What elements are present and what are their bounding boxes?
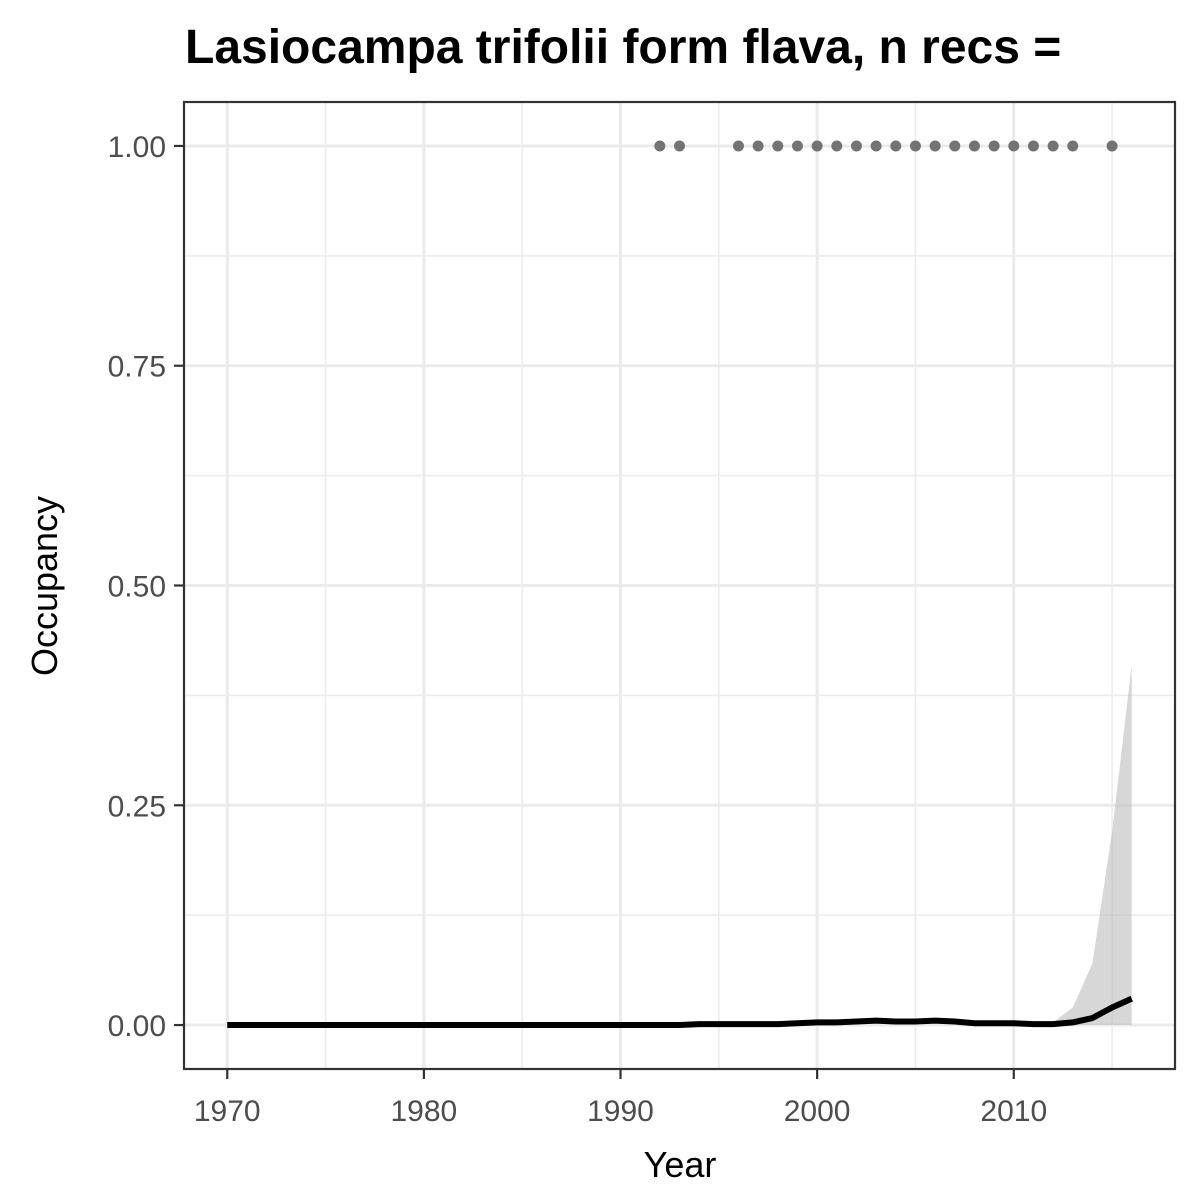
record-point [988, 140, 1000, 152]
record-point [1106, 140, 1118, 152]
y-tick-labels: 0.00 0.25 0.50 0.75 1.00 [108, 131, 166, 1043]
x-tick-label: 1980 [391, 1095, 458, 1128]
record-point [968, 140, 980, 152]
record-point [870, 140, 882, 152]
record-point [929, 140, 941, 152]
record-points-layer [654, 140, 1118, 152]
y-axis-title: Occupancy [24, 496, 65, 676]
record-point [890, 140, 902, 152]
record-point [752, 140, 764, 152]
record-point [654, 140, 666, 152]
record-point [772, 140, 784, 152]
y-tick-label: 0.50 [108, 571, 166, 604]
y-tick-label: 1.00 [108, 131, 166, 164]
record-point [831, 140, 843, 152]
record-point [1047, 140, 1059, 152]
record-point [732, 140, 744, 152]
confidence-ribbon [1053, 664, 1132, 1026]
record-point [949, 140, 961, 152]
record-point [1027, 140, 1039, 152]
record-point [1067, 140, 1079, 152]
x-tick-label: 2010 [980, 1095, 1047, 1128]
x-tick-label: 1970 [194, 1095, 261, 1128]
x-tick-label: 1990 [587, 1095, 654, 1128]
record-point [909, 140, 921, 152]
y-tick-label: 0.75 [108, 351, 166, 384]
trend-line-layer [227, 995, 1133, 1029]
x-tick-label: 2000 [784, 1095, 851, 1128]
x-axis-title: Year [644, 1144, 717, 1185]
y-tick-label: 0.00 [108, 1010, 166, 1043]
chart-title: Lasiocampa trifolii form flava, n recs = [185, 21, 1061, 74]
record-point [1008, 140, 1020, 152]
x-tick-labels: 1970 1980 1990 2000 2010 [194, 1095, 1047, 1128]
record-point [791, 140, 803, 152]
axis-ticks [174, 144, 1015, 1079]
occupancy-trend-line [227, 995, 1133, 1029]
record-point [811, 140, 823, 152]
record-point [674, 140, 685, 152]
record-point [850, 140, 862, 152]
y-tick-label: 0.25 [108, 790, 166, 823]
confidence-ribbon-layer [1053, 664, 1132, 1026]
